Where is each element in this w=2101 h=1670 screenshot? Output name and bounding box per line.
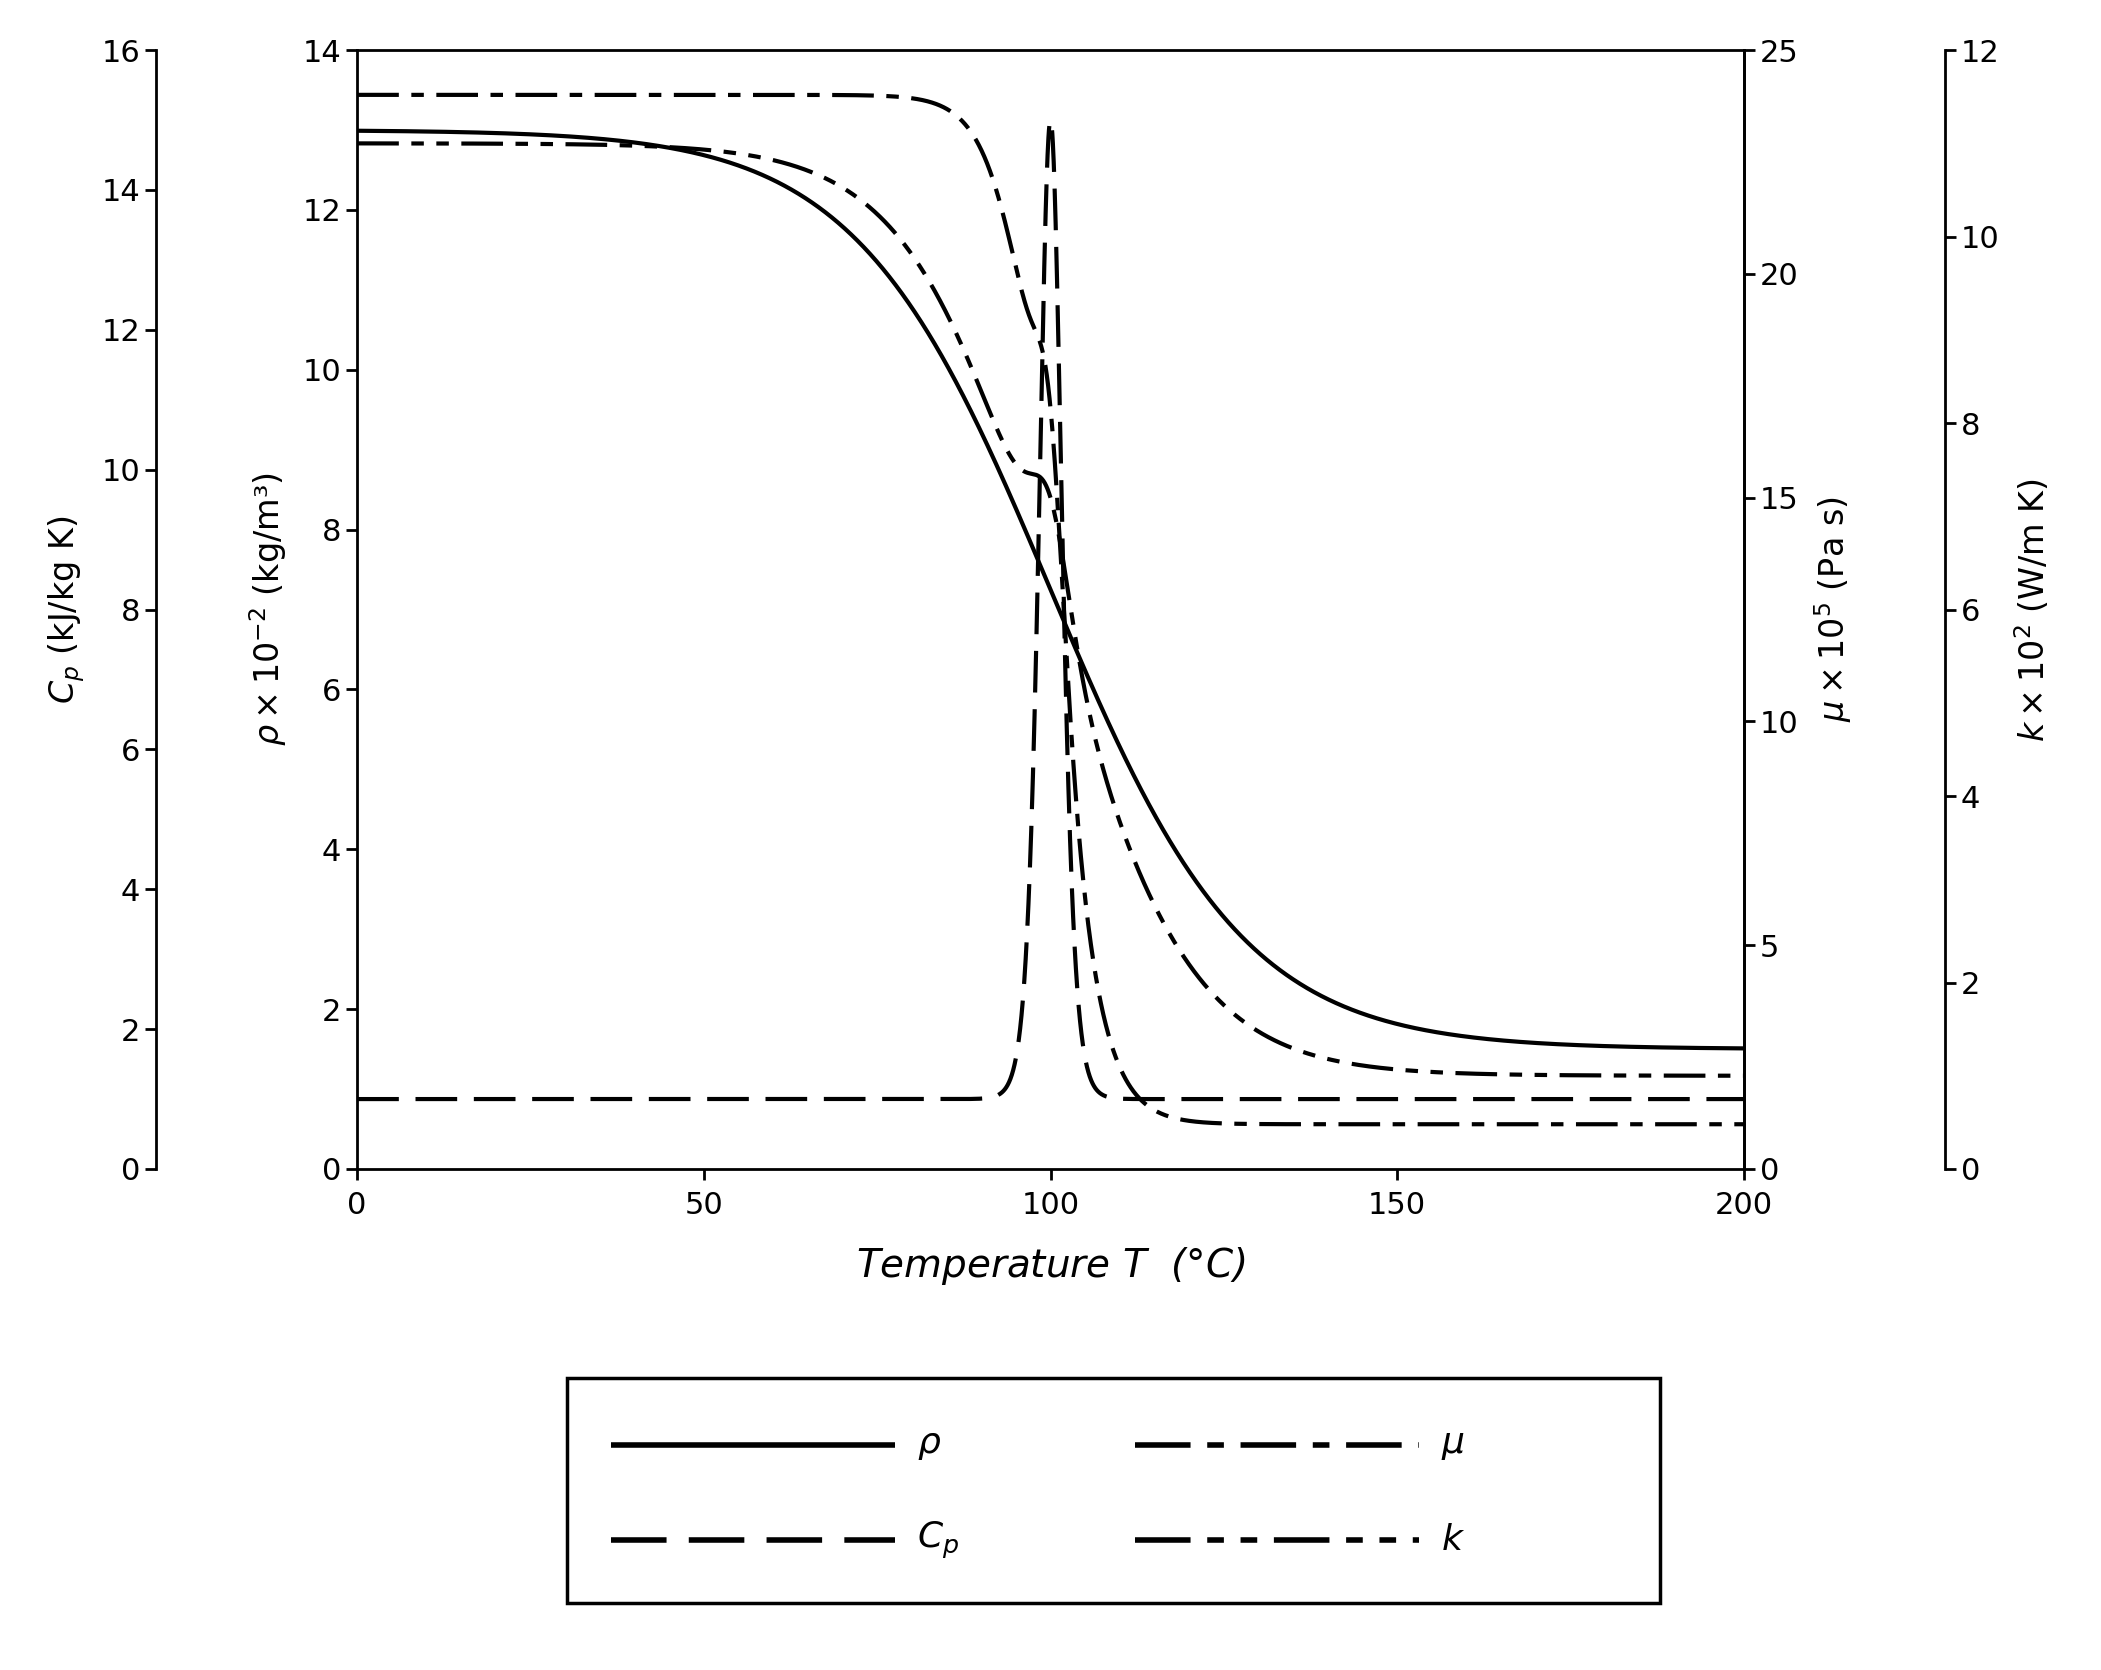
Text: $\rho$: $\rho$ <box>916 1428 941 1463</box>
Y-axis label: $k \times 10^2$ (W/m K): $k \times 10^2$ (W/m K) <box>2013 478 2053 741</box>
Y-axis label: $\rho \times 10^{-2}$ (kg/m³): $\rho \times 10^{-2}$ (kg/m³) <box>246 473 288 746</box>
Text: $k$: $k$ <box>1441 1523 1464 1556</box>
Y-axis label: $C_p$ (kJ/kg K): $C_p$ (kJ/kg K) <box>46 516 88 703</box>
Text: $\mu$: $\mu$ <box>1441 1428 1464 1463</box>
X-axis label: Temperature $T$  (°C): Temperature $T$ (°C) <box>855 1246 1246 1288</box>
Y-axis label: $\mu \times 10^5$ (Pa s): $\mu \times 10^5$ (Pa s) <box>1813 496 1855 723</box>
Text: $C_p$: $C_p$ <box>916 1520 958 1561</box>
